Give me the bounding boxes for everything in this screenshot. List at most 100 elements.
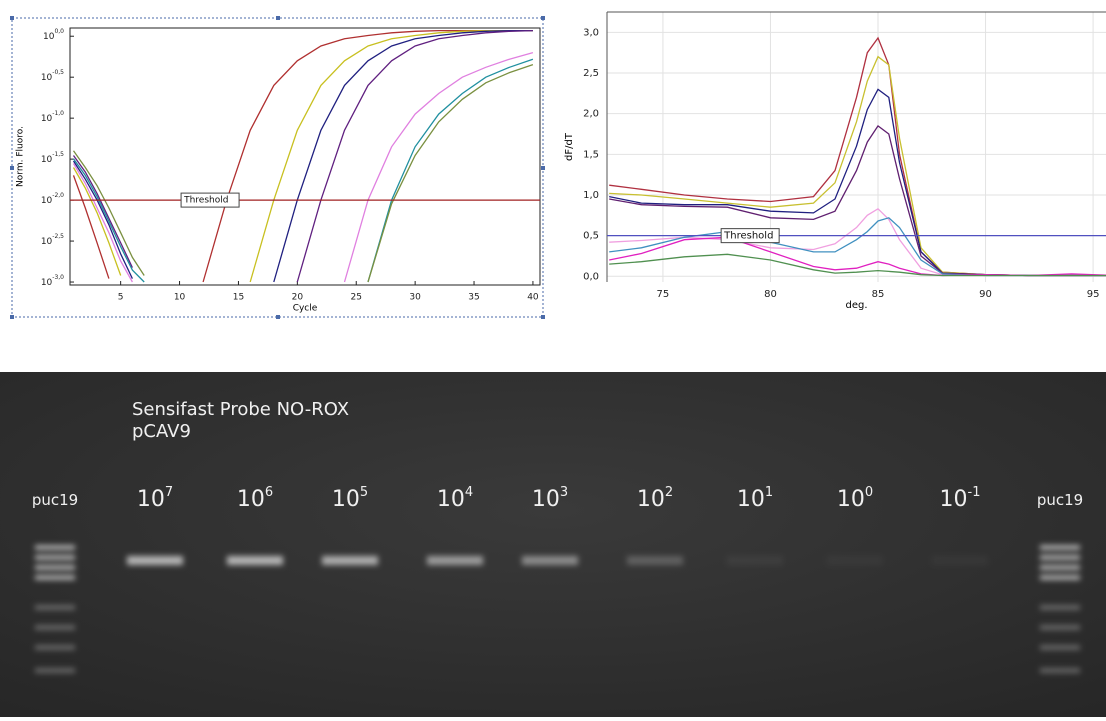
ladder-band: [1040, 625, 1080, 630]
gel-band: [427, 556, 483, 565]
lane-label-base: 10: [332, 487, 360, 512]
threshold-label: Threshold: [183, 196, 228, 206]
y-axis-label: dF/dT: [564, 132, 575, 161]
gel-title: Sensifast Probe NO-ROX: [132, 399, 349, 420]
lane-label-exponent: 2: [665, 485, 673, 500]
figure: 510152025303540100,010-0,510-1,010-1,510…: [0, 0, 1106, 717]
plot-area: [70, 28, 540, 285]
threshold-label: Threshold: [723, 231, 773, 242]
ladder-band: [1040, 555, 1080, 560]
lane-label-exponent: 0: [865, 485, 873, 500]
tick-exponent: -3,0: [52, 274, 64, 281]
lane-label: puc19: [1037, 491, 1083, 509]
tick-base: 10: [41, 73, 53, 83]
x-tick-label: 5: [118, 293, 124, 303]
y-tick-label: 100,0: [43, 28, 64, 42]
x-tick-label: 40: [527, 293, 539, 303]
lane-label-base: 10: [532, 487, 560, 512]
x-axis-label: Cycle: [293, 304, 318, 314]
lane-label-exponent: 4: [465, 485, 473, 500]
tick-base: 3,0: [583, 27, 599, 38]
x-tick-label: 80: [764, 289, 777, 300]
y-tick-label: 2,5: [583, 68, 599, 79]
y-tick-label: 0,5: [583, 231, 599, 242]
lane-label: puc19: [32, 491, 78, 509]
lane-label-base: puc19: [32, 491, 78, 509]
tick-exponent: -2,0: [52, 192, 64, 199]
tick-base: 10: [41, 278, 53, 288]
gel-title: pCAV9: [132, 421, 191, 442]
ladder-band: [35, 545, 75, 550]
tick-base: 10: [41, 114, 53, 124]
y-tick-label: 0,0: [583, 271, 599, 282]
ladder-band: [1040, 565, 1080, 570]
x-axis-label: deg.: [845, 300, 867, 311]
gel-band: [932, 556, 988, 565]
tick-base: 2,5: [583, 68, 599, 79]
y-tick-label: 2,0: [583, 109, 599, 120]
lane-label-base: 10: [137, 487, 165, 512]
tick-exponent: -1,5: [52, 151, 64, 158]
x-tick-label: 25: [351, 293, 362, 303]
tick-base: 10: [41, 196, 53, 206]
tick-base: 2,0: [583, 109, 599, 120]
y-tick-label: 1,0: [583, 190, 599, 201]
lane-label-base: 10: [737, 487, 765, 512]
ladder-band: [1040, 645, 1080, 650]
y-tick-label: 10-3,0: [41, 274, 64, 288]
tick-base: 10: [43, 32, 55, 42]
y-tick-label: 1,5: [583, 149, 599, 160]
ladder-band: [35, 625, 75, 630]
tick-exponent: 0,0: [54, 28, 64, 35]
gel-band: [227, 556, 283, 565]
lane-label-base: 10: [637, 487, 665, 512]
y-tick-label: 10-2,5: [41, 233, 64, 247]
x-tick-label: 35: [468, 293, 479, 303]
tick-base: 1,0: [583, 190, 599, 201]
lane-label-exponent: 7: [165, 485, 173, 500]
ladder-band: [35, 565, 75, 570]
x-tick-label: 90: [979, 289, 992, 300]
x-tick-label: 15: [233, 293, 244, 303]
ladder-band: [1040, 575, 1080, 580]
tick-exponent: -0,5: [52, 69, 64, 76]
x-tick-label: 20: [292, 293, 304, 303]
ladder-band: [35, 668, 75, 673]
tick-base: 10: [41, 155, 53, 165]
tick-base: 0,5: [583, 231, 599, 242]
gel-band: [827, 556, 883, 565]
ladder-band: [35, 555, 75, 560]
y-tick-label: 10-2,0: [41, 192, 64, 206]
lane-label-base: puc19: [1037, 491, 1083, 509]
gel-band: [322, 556, 378, 565]
ladder-band: [1040, 605, 1080, 610]
y-tick-label: 10-1,5: [41, 151, 64, 165]
x-tick-label: 75: [657, 289, 670, 300]
lane-label-base: 10: [437, 487, 465, 512]
y-tick-label: 10-0,5: [41, 69, 64, 83]
ladder-band: [1040, 545, 1080, 550]
x-tick-label: 30: [409, 293, 421, 303]
tick-base: 0,0: [583, 271, 599, 282]
gel-band: [522, 556, 578, 565]
y-tick-label: 3,0: [583, 27, 599, 38]
lane-label-exponent: -1: [968, 485, 981, 500]
lane-label-base: 10: [837, 487, 865, 512]
lane-label-exponent: 6: [265, 485, 273, 500]
x-tick-label: 10: [174, 293, 186, 303]
lane-label-base: 10: [237, 487, 265, 512]
tick-base: 1,5: [583, 149, 599, 160]
x-tick-label: 95: [1087, 289, 1100, 300]
lane-label-exponent: 5: [360, 485, 368, 500]
tick-exponent: -1,0: [52, 110, 64, 117]
gel-band: [127, 556, 183, 565]
ladder-band: [35, 605, 75, 610]
y-axis-label: Norm. Fluoro.: [16, 126, 26, 187]
gel-band: [727, 556, 783, 565]
lane-label-exponent: 1: [765, 485, 773, 500]
y-tick-label: 10-1,0: [41, 110, 64, 124]
lane-label-exponent: 3: [560, 485, 568, 500]
tick-exponent: -2,5: [52, 233, 64, 240]
